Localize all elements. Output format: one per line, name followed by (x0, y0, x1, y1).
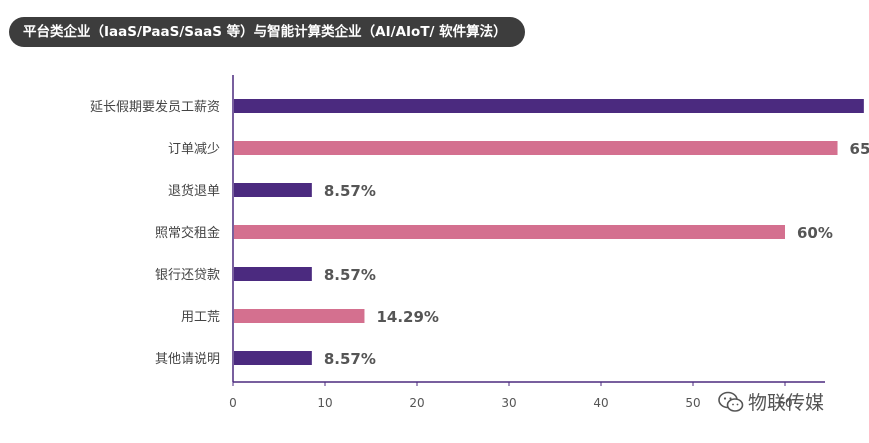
bar (234, 267, 312, 281)
bar (234, 99, 864, 113)
category-label: 订单减少 (168, 142, 220, 157)
category-label: 银行还贷款 (155, 268, 220, 283)
bar (234, 225, 785, 239)
watermark-text: 物联传媒 (748, 392, 825, 414)
category-label: 用工荒 (181, 310, 220, 325)
value-label: 14.29% (376, 308, 438, 326)
x-tick-label: 40 (593, 396, 608, 410)
x-tick-label: 60 (777, 396, 792, 410)
bar (234, 309, 365, 323)
x-tick-label: 0 (229, 396, 237, 410)
x-tick-label: 30 (501, 396, 516, 410)
value-label: 65.71% (850, 140, 869, 158)
bar (234, 183, 312, 197)
x-tick-label: 50 (685, 396, 700, 410)
category-label: 照常交租金 (155, 225, 220, 241)
value-label: 8.57% (324, 350, 376, 368)
x-tick-label: 20 (409, 396, 424, 410)
value-label: 60% (797, 224, 833, 242)
category-label: 其他请说明 (155, 352, 220, 367)
chart-title: 平台类企业（IaaS/PaaS/SaaS 等）与智能计算类企业（AI/AIoT/… (9, 17, 525, 47)
category-label: 延长假期要发员工薪资 (90, 99, 220, 115)
x-tick-label: 10 (317, 396, 332, 410)
category-label: 退货退单 (168, 183, 220, 199)
watermark: 物联传媒 (718, 388, 824, 415)
bar (234, 141, 838, 155)
value-label: 8.57% (324, 266, 376, 284)
bar (234, 351, 312, 365)
wechat-icon (718, 391, 744, 412)
value-label: 8.57% (324, 182, 376, 200)
